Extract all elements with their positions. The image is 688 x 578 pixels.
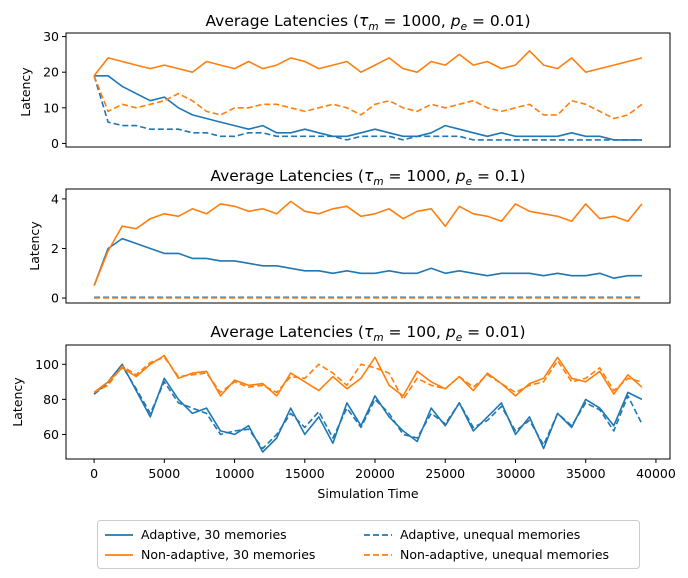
x-tick-label: 0 [90, 466, 98, 481]
panel-2-series [93, 200, 643, 299]
panel-1: Average Latencies (τm = 1000, pe = 0.01)… [18, 12, 671, 151]
panel-3-series [93, 354, 643, 453]
panel-3-frame [65, 344, 671, 460]
panel-3-y-ticks: 60 80 100 [35, 357, 66, 442]
panel-3-y-axis-label: Latency [10, 377, 25, 427]
panel-3-y-tick-label: 100 [35, 357, 59, 372]
panel-1-y-axis-label: Latency [18, 67, 33, 117]
x-tick-label: 20000 [355, 466, 395, 481]
legend: Adaptive, 30 memories Non-adaptive, 30 m… [97, 520, 640, 569]
panel-2: Average Latencies (τm = 1000, pe = 0.1) … [27, 167, 671, 306]
panel-1-series [93, 49, 643, 141]
panel-3-title: Average Latencies (τm = 100, pe = 0.01) [210, 323, 525, 344]
panel-1-series-1-line [94, 75, 642, 141]
panel-2-title: Average Latencies (τm = 1000, pe = 0.1) [210, 167, 525, 188]
panel-2-y-axis-label: Latency [27, 221, 42, 271]
legend-label-nonadaptive-30: Non-adaptive, 30 memories [141, 547, 315, 562]
panel-2-y-tick-label: 4 [51, 191, 59, 206]
legend-label-adaptive-unequal: Adaptive, unequal memories [400, 527, 580, 542]
panel-3-y-tick-label: 60 [43, 427, 59, 442]
panel-2-y-tick-label: 0 [51, 291, 59, 306]
panel-1-series-2-line [93, 75, 642, 141]
panel-2-series-3-line [93, 200, 643, 286]
panel-2-y-ticks: 0 2 4 [51, 191, 66, 306]
x-axis-label: Simulation Time [317, 486, 418, 501]
panel-3-x-ticks: 0 5000 10000 15000 20000 25000 30000 35000 40000 [90, 459, 676, 481]
legend-label-adaptive-30: Adaptive, 30 memories [141, 527, 287, 542]
x-tick-label: 15000 [285, 466, 325, 481]
x-tick-label: 35000 [566, 466, 606, 481]
panel-3-series-4-line [93, 356, 643, 401]
panel-3: Average Latencies (τm = 100, pe = 0.01) … [10, 323, 676, 501]
x-tick-label: 30000 [496, 466, 536, 481]
legend-frame [97, 520, 640, 569]
panel-1-frame [65, 32, 671, 148]
panel-2-y-tick-label: 2 [51, 241, 59, 256]
x-tick-label: 5000 [148, 466, 180, 481]
panel-1-y-tick-label: 30 [43, 29, 59, 44]
panel-1-y-tick-label: 0 [51, 136, 59, 151]
legend-label-nonadaptive-unequal: Non-adaptive, unequal memories [400, 547, 609, 562]
panel-1-series-3-line [93, 49, 643, 77]
panel-2-frame [65, 188, 671, 304]
panel-3-y-tick-label: 80 [43, 392, 59, 407]
panel-1-y-ticks: 0 10 20 30 [43, 29, 66, 151]
x-tick-label: 10000 [215, 466, 255, 481]
x-tick-label: 25000 [425, 466, 465, 481]
x-tick-label: 40000 [636, 466, 676, 481]
panel-1-title: Average Latencies (τm = 1000, pe = 0.01) [205, 12, 530, 33]
panel-3-series-2-line [93, 365, 643, 450]
panel-1-y-tick-label: 10 [43, 100, 59, 115]
panel-2-series-1-line [93, 237, 642, 286]
panel-1-series-4-line [93, 75, 643, 120]
panel-1-y-tick-label: 20 [43, 65, 59, 80]
